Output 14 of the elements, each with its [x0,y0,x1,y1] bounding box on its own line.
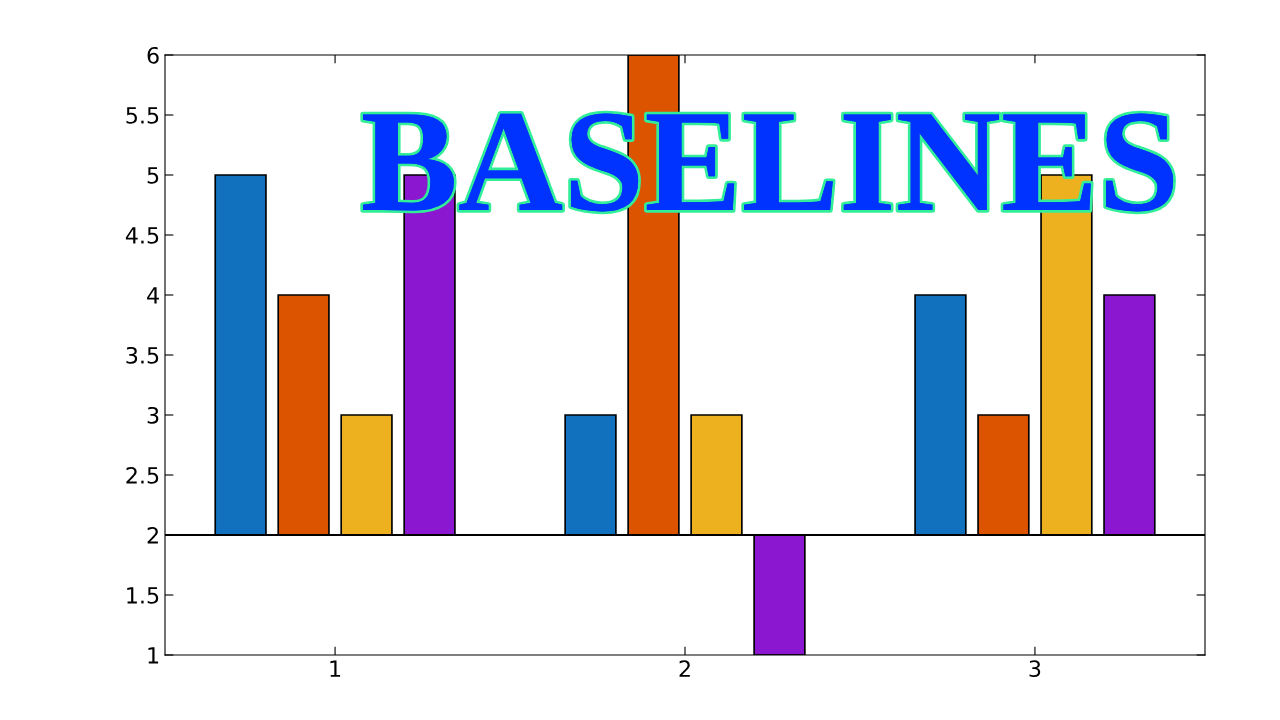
y-tick-label: 1 [148,647,159,664]
y-tick-label: 5.5 [126,107,159,124]
y-tick-label: 6 [147,46,159,64]
y-tick-label: 4 [147,287,159,304]
y-tick-label: 2 [147,526,158,544]
x-tick-label: 2 [679,660,690,677]
y-tick-label: 3 [147,406,159,424]
y-tick-label: 5 [147,167,159,184]
y-tick-label: 3.5 [126,346,159,364]
y-tick-label: 1.5 [127,587,159,604]
y-tick-label: 2.5 [126,466,159,484]
y-tick-label: 4.5 [125,227,159,244]
x-tick-label: 3 [1029,660,1041,678]
x-tick-label: 1 [330,660,341,677]
